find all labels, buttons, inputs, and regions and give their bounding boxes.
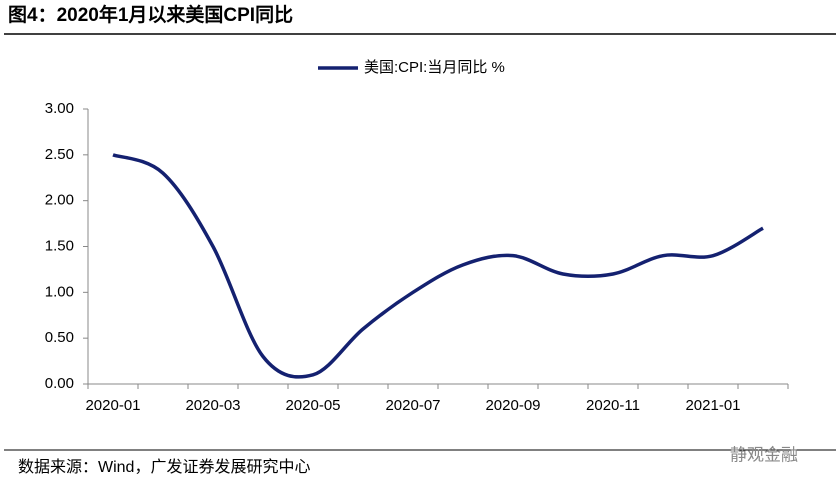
x-tick-label: 2020-09 <box>485 397 540 414</box>
line-series <box>112 153 764 379</box>
x-tick-label: 2020-07 <box>385 397 440 414</box>
x-tick-label: 2020-05 <box>285 397 340 414</box>
x-tick-label: 2020-11 <box>586 397 640 414</box>
legend-label: 美国:CPI:当月同比 % <box>364 59 505 76</box>
source-note: 数据来源：Wind，广发证券发展研究中心 <box>18 458 310 476</box>
x-tick-label: 2020-01 <box>85 397 140 414</box>
x-tick-label: 2020-03 <box>185 397 240 414</box>
watermark: 静观金融 <box>730 445 798 464</box>
x-tick-label: 2021-01 <box>685 397 740 414</box>
chart-title: 图4：2020年1月以来美国CPI同比 <box>8 3 293 26</box>
y-tick-label: 2.00 <box>45 192 74 209</box>
y-tick-label: 2.50 <box>45 146 74 163</box>
y-tick-label: 0.00 <box>45 375 74 392</box>
y-tick-label: 1.00 <box>45 283 74 300</box>
y-tick-label: 1.50 <box>45 237 74 254</box>
y-tick-label: 3.00 <box>45 100 74 117</box>
y-tick-label: 0.50 <box>45 329 74 346</box>
